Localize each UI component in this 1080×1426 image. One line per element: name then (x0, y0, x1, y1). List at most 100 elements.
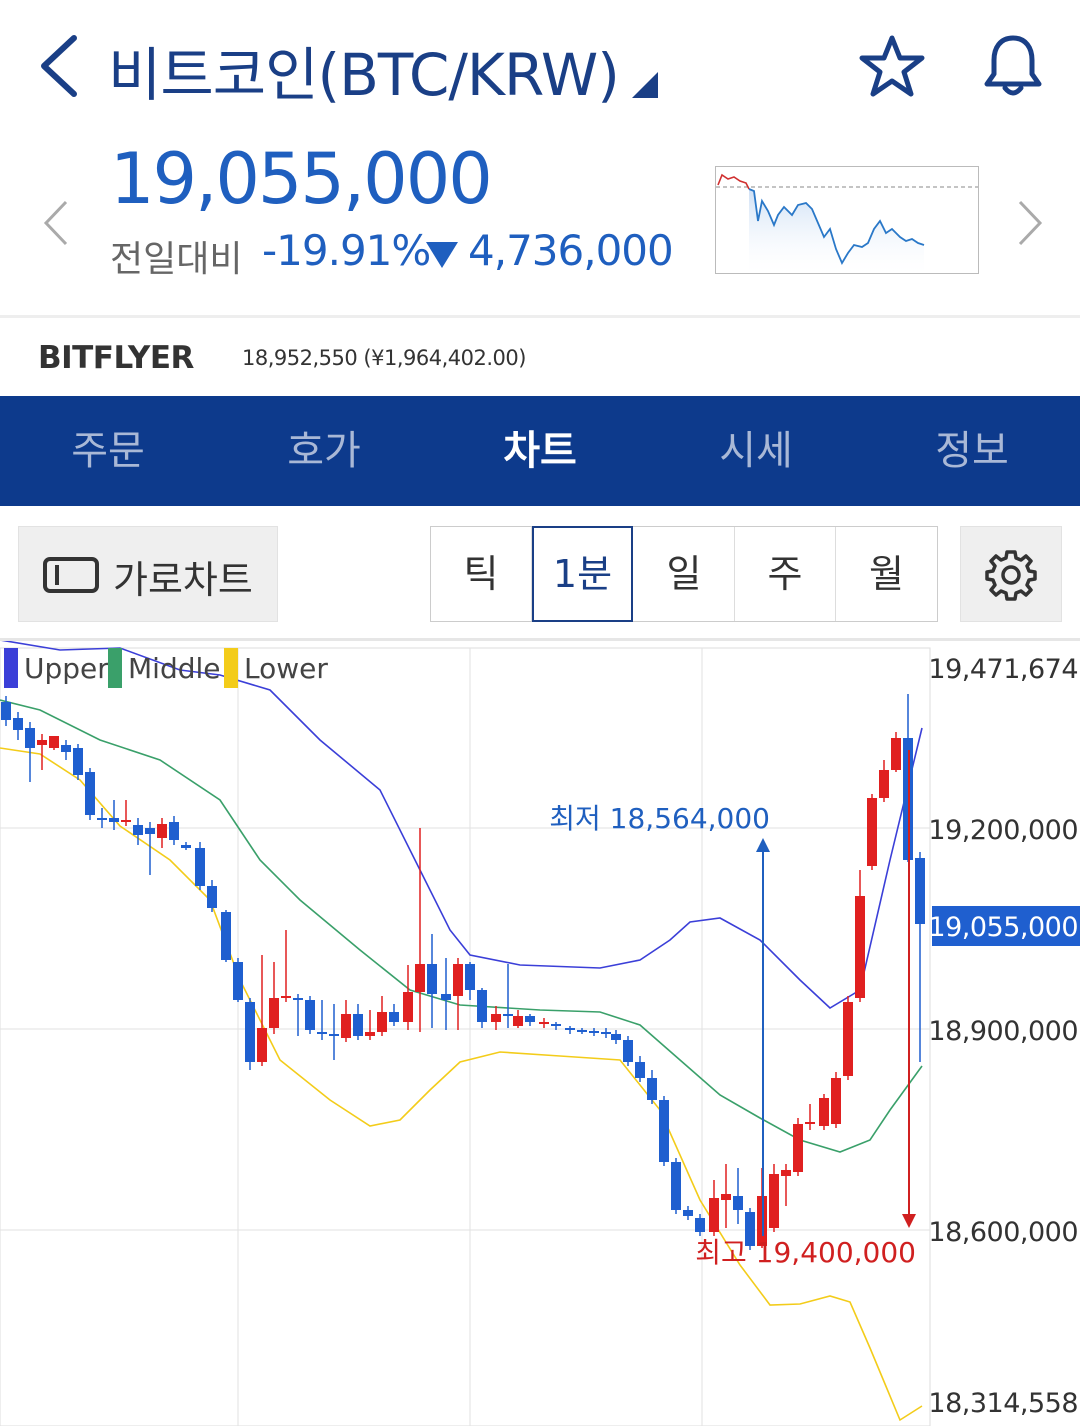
chart-settings-button[interactable] (960, 526, 1062, 622)
candle-down (1, 696, 11, 726)
candle-body (855, 896, 865, 998)
candle-down (671, 1158, 681, 1214)
tab-market-price[interactable]: 시세 (719, 428, 793, 474)
candle-up (709, 1180, 719, 1236)
star-icon[interactable] (858, 34, 926, 98)
candle-body (245, 1002, 255, 1062)
candle-down (441, 958, 451, 1030)
chart-grid (0, 647, 931, 1426)
candle-up (867, 794, 877, 870)
dropdown-triangle-icon[interactable] (632, 72, 658, 98)
candle-down (503, 964, 513, 1028)
tab-chart[interactable]: 차트 (503, 428, 577, 474)
candle-up (403, 965, 413, 1030)
candle-body (281, 996, 291, 998)
mini-price-chart[interactable] (715, 166, 979, 274)
interval-day[interactable]: 일 (634, 527, 735, 621)
interval-tick[interactable]: 틱 (431, 527, 532, 621)
chevron-left-icon[interactable] (30, 30, 90, 100)
candle-body (843, 1002, 853, 1076)
change-label: 전일대비 (110, 239, 243, 280)
candle-up (721, 1164, 731, 1228)
landscape-chart-button[interactable]: 가로차트 (18, 526, 278, 622)
price-summary: 19,055,000 전일대비 -19.91% 4,736,000 (0, 130, 1080, 315)
coin-title[interactable]: 비트코인(BTC/KRW) (108, 41, 620, 109)
candle-body (525, 1016, 535, 1022)
candle-up (281, 930, 291, 1002)
candle-body (441, 994, 451, 1000)
tab-orderbook[interactable]: 호가 (287, 428, 361, 474)
chart-legend: Upper Middle Lower (4, 648, 328, 688)
candle-body (539, 1022, 549, 1024)
interval-week[interactable]: 주 (735, 527, 836, 621)
candle-up (341, 1000, 351, 1042)
candle-body (659, 1100, 669, 1162)
candle-down (109, 800, 119, 830)
bell-icon[interactable] (980, 32, 1046, 100)
candle-body (589, 1031, 599, 1033)
candle-up (843, 996, 853, 1080)
candle-down (207, 880, 217, 912)
candle-down (13, 712, 23, 740)
candle-down (169, 816, 179, 845)
candle-down (195, 842, 205, 890)
chevron-right-icon[interactable] (1014, 198, 1046, 248)
candle-body (377, 1012, 387, 1032)
legend-label: Lower (244, 652, 328, 685)
candle-body (647, 1078, 657, 1100)
candle-body (85, 772, 95, 815)
price-axis-label: 18,314,558 (928, 1388, 1078, 1419)
tab-info[interactable]: 정보 (935, 428, 1009, 474)
candle-body (145, 828, 155, 834)
candle-down (233, 958, 243, 1002)
chart-toolbar: 가로차트 틱 1분 일 주 월 (0, 506, 1080, 640)
interval-month[interactable]: 월 (869, 552, 904, 596)
candle-down (317, 1000, 327, 1040)
candle-body (769, 1174, 779, 1228)
candle-body (635, 1062, 645, 1078)
candle-body (293, 998, 303, 1000)
tab-order[interactable]: 주문 (71, 428, 145, 474)
annotations: 최저 18,564,000 최고 19,400,000 (549, 750, 916, 1269)
candle-body (611, 1034, 621, 1040)
exchange-row[interactable]: BITFLYER 18,952,550 (¥1,964,402.00) (0, 318, 1080, 396)
change-amount: 4,736,000 (468, 226, 674, 275)
candle-body (133, 825, 143, 835)
candle-body (879, 770, 889, 798)
candle-up (879, 760, 889, 802)
candle-up (793, 1118, 803, 1176)
middle-band-line (0, 699, 923, 1153)
candle-body (121, 820, 131, 822)
interval-1min[interactable]: 1분 (532, 526, 633, 622)
candle-body (169, 822, 179, 840)
candles (1, 694, 925, 1250)
current-price: 19,055,000 (110, 138, 493, 220)
candle-down (525, 1014, 535, 1026)
candle-down (133, 818, 143, 845)
candle-body (709, 1198, 719, 1232)
candle-up (769, 1164, 779, 1232)
candle-body (257, 1028, 267, 1062)
candle-up (257, 955, 267, 1066)
candle-up (819, 1094, 829, 1130)
chevron-left-icon[interactable] (40, 198, 72, 248)
candle-down (61, 740, 71, 760)
low-annotation-label: 최저 18,564,000 (549, 802, 770, 835)
candle-up (513, 1010, 523, 1028)
lower-band-line (0, 747, 923, 1422)
landscape-chart-label: 가로차트 (113, 558, 253, 602)
candle-up (891, 732, 901, 772)
candle-body (61, 745, 71, 752)
candle-down (85, 768, 95, 820)
candle-body (891, 738, 901, 770)
candle-body (207, 886, 217, 908)
exchange-price: 18,952,550 (¥1,964,402.00) (242, 346, 526, 370)
candle-down (329, 1004, 339, 1060)
candle-body (37, 740, 47, 745)
legend-label: Middle (128, 652, 221, 685)
current-price-tag (932, 906, 1080, 946)
candlestick-chart[interactable]: 최저 18,564,000 최고 19,400,000 19,471,674 19,… (0, 641, 1080, 1426)
arrow-up-icon (756, 838, 770, 852)
arrow-down-icon (902, 1214, 916, 1228)
current-price-tag-label: 19,055,000 (928, 912, 1078, 943)
